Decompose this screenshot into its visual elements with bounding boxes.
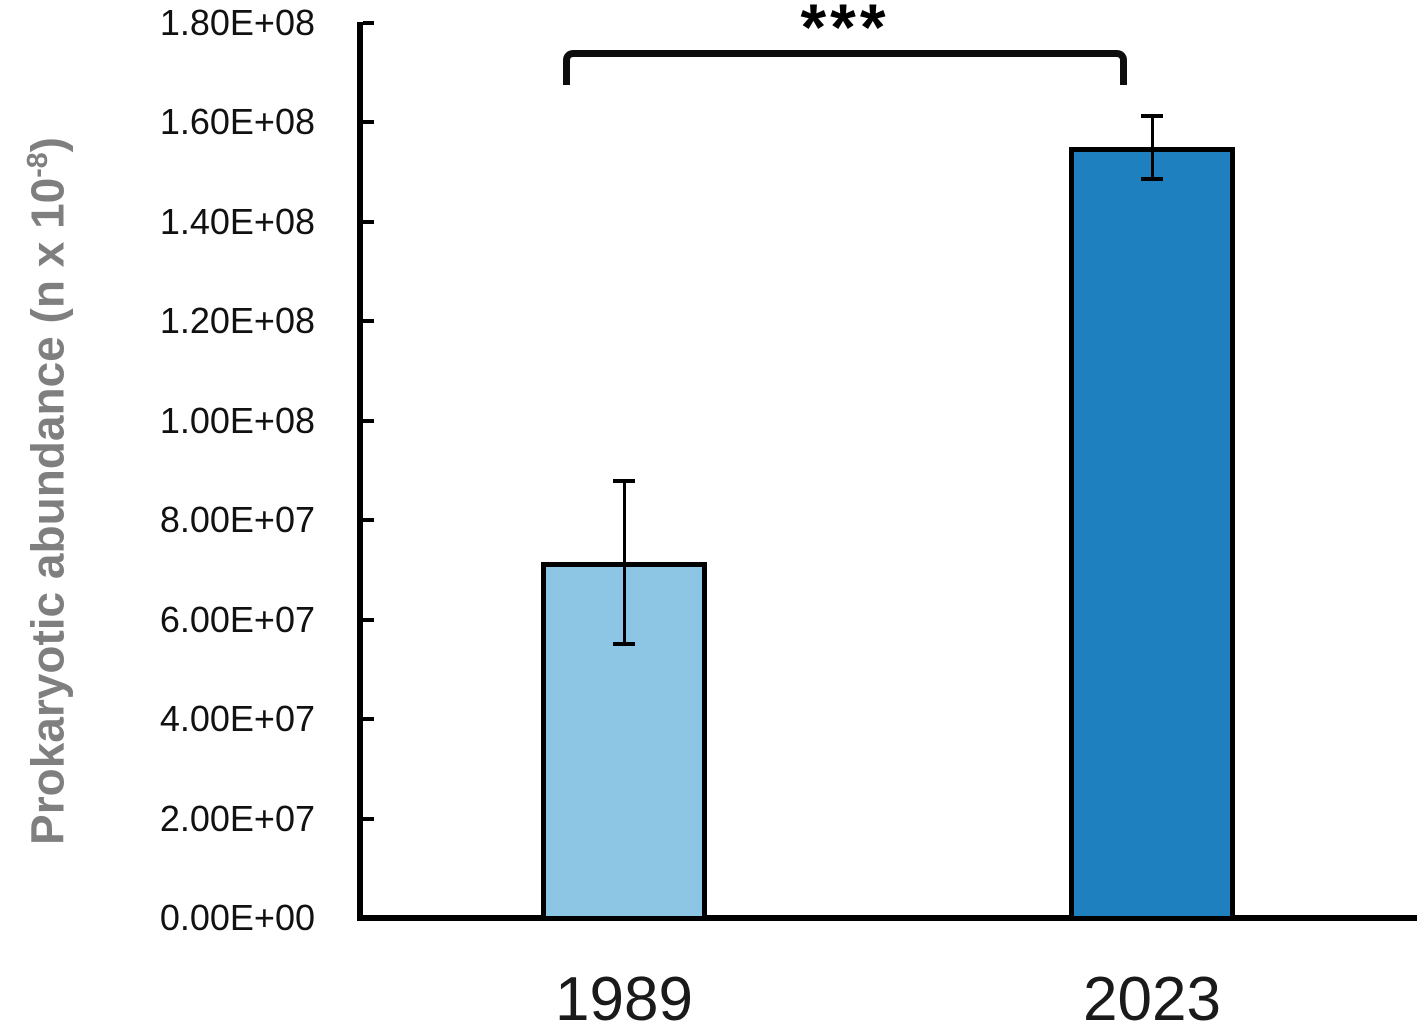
error-bar-2023 — [1150, 115, 1154, 179]
y-tick-mark — [363, 120, 374, 125]
x-axis-line — [357, 915, 1417, 921]
error-bar-cap-top-1989 — [613, 479, 635, 484]
y-tick-label: 8.00E+07 — [159, 499, 315, 541]
y-tick-label: 4.00E+07 — [159, 698, 315, 740]
y-tick-mark — [363, 816, 374, 821]
x-tick-label-1989: 1989 — [555, 965, 693, 1034]
y-tick-mark — [363, 219, 374, 224]
y-tick-label: 2.00E+07 — [159, 797, 315, 839]
y-tick-label: 1.20E+08 — [159, 300, 315, 342]
error-bar-cap-top-2023 — [1141, 113, 1163, 118]
y-axis-line — [357, 22, 363, 921]
y-tick-label: 0.00E+00 — [159, 897, 315, 938]
y-tick-label: 1.00E+08 — [159, 399, 315, 441]
y-tick-mark — [363, 518, 374, 523]
error-bar-cap-bottom-1989 — [613, 641, 635, 646]
significance-label: *** — [800, 0, 890, 64]
y-tick-mark — [363, 21, 374, 25]
x-tick-label-2023: 2023 — [1083, 965, 1221, 1034]
y-tick-label: 1.60E+08 — [159, 101, 315, 143]
y-tick-mark — [363, 916, 374, 920]
bar-2023 — [1069, 147, 1235, 921]
y-tick-label: 1.40E+08 — [159, 200, 315, 242]
significance-bracket — [563, 50, 1127, 85]
y-axis-title-superscript: -8 — [22, 152, 54, 178]
y-tick-label: 6.00E+07 — [159, 598, 315, 640]
y-tick-label: 1.80E+08 — [159, 2, 315, 43]
error-bar-1989 — [622, 481, 626, 644]
y-tick-mark — [363, 319, 374, 324]
error-bar-cap-bottom-2023 — [1141, 176, 1163, 181]
y-tick-mark — [363, 717, 374, 722]
y-tick-mark — [363, 418, 374, 423]
y-tick-mark — [363, 617, 374, 622]
